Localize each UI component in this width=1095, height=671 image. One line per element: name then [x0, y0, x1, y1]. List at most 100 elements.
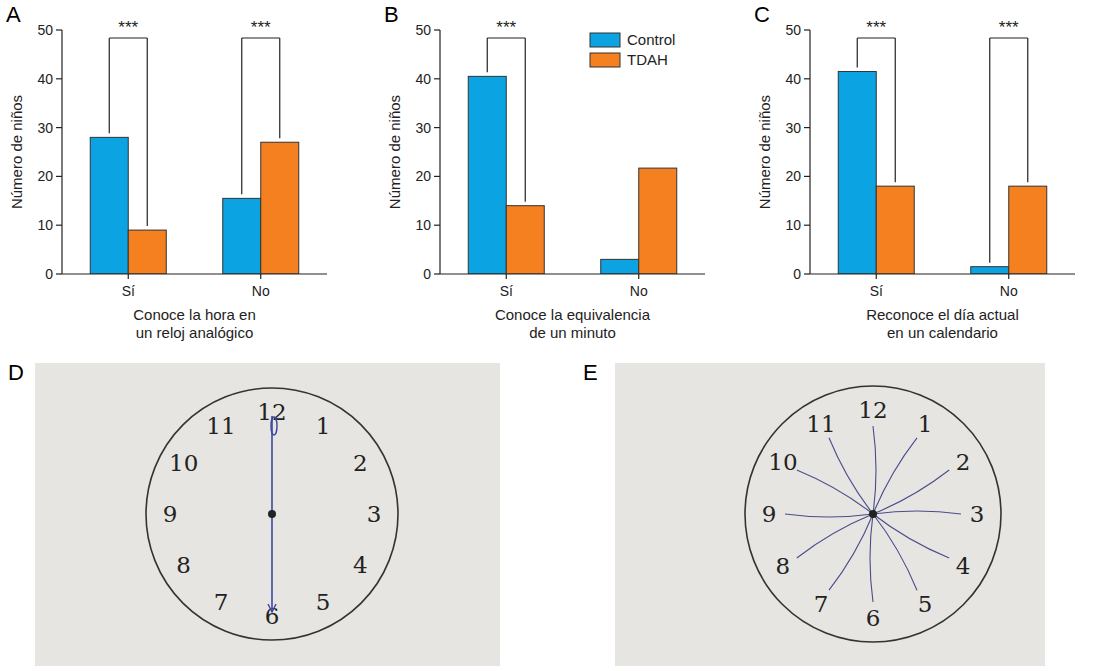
y-tick — [804, 273, 810, 274]
bracket-leg — [487, 38, 488, 72]
y-tick-label: 30 — [785, 120, 801, 136]
clock-line — [829, 514, 873, 590]
clock-line — [797, 470, 873, 514]
bracket — [990, 37, 1028, 38]
clock-face — [745, 386, 1001, 642]
y-tick-label: 30 — [37, 120, 53, 136]
clock-number: 8 — [176, 552, 191, 578]
legend-swatch — [590, 53, 620, 67]
clock-number: 5 — [316, 589, 331, 615]
x-axis-title-line: Conoce la hora en — [133, 306, 256, 323]
y-tick-label: 30 — [415, 120, 431, 136]
y-tick-label: 50 — [37, 22, 53, 38]
panel-letter: D — [8, 360, 24, 385]
y-tick — [804, 78, 810, 79]
x-tick-label: No — [252, 283, 270, 299]
y-tick-label: 50 — [785, 22, 801, 38]
bar-chart: 01020304050SíNoConoce la hora enun reloj… — [8, 18, 327, 341]
bracket-leg — [1027, 38, 1028, 182]
photo-paper — [615, 363, 1045, 666]
clock-drawing: 121234567891011 — [615, 363, 1045, 666]
clock-number: 6 — [866, 605, 881, 631]
clock-line — [873, 511, 961, 514]
significance: *** — [496, 18, 516, 37]
bar — [601, 259, 639, 274]
y-tick-label: 0 — [793, 266, 801, 282]
y-tick — [434, 273, 440, 274]
y-tick — [56, 127, 62, 128]
bracket-leg — [525, 38, 526, 202]
x-tick-label: No — [1000, 283, 1018, 299]
clock-number: 10 — [768, 449, 797, 475]
y-tick — [434, 29, 440, 30]
y-tick-label: 20 — [785, 168, 801, 184]
bracket-leg — [147, 38, 148, 226]
clock-number: 1 — [316, 413, 331, 439]
clock-drawing: 121234567891011 — [35, 363, 500, 666]
clock-number: 4 — [353, 552, 368, 578]
clock-number: 9 — [163, 501, 178, 527]
clock-number: 1 — [918, 411, 933, 437]
clock-line — [873, 438, 917, 514]
clock-number: 12 — [858, 397, 887, 423]
y-axis — [809, 30, 810, 274]
clock-center — [268, 510, 276, 518]
clock-number: 2 — [353, 450, 368, 476]
bracket-leg — [857, 38, 858, 67]
bars — [838, 71, 1047, 274]
significance: *** — [118, 18, 138, 37]
clock-number: 7 — [814, 591, 829, 617]
y-tick — [434, 78, 440, 79]
x-tick — [1008, 274, 1009, 279]
x-axis-title-line: en un calendario — [887, 324, 998, 341]
bracket-leg — [241, 38, 242, 194]
legend: ControlTDAH — [590, 31, 675, 68]
clock-line — [797, 514, 873, 558]
y-tick-label: 0 — [423, 266, 431, 282]
clock-number: 3 — [970, 501, 985, 527]
x-tick — [638, 274, 639, 279]
clock-hand-tip — [271, 417, 277, 435]
y-axis-title: Número de niños — [756, 95, 773, 209]
clock-line — [829, 438, 873, 514]
significance: *** — [251, 18, 271, 37]
bar — [261, 142, 299, 274]
y-tick-label: 0 — [45, 266, 53, 282]
x-tick — [260, 274, 261, 279]
clock-number: 8 — [776, 553, 791, 579]
significance: *** — [866, 18, 886, 37]
x-axis — [62, 273, 327, 274]
y-tick — [56, 273, 62, 274]
y-tick-label: 10 — [37, 217, 53, 233]
bar — [1009, 186, 1047, 274]
bar — [876, 186, 914, 274]
x-tick-label: No — [630, 283, 648, 299]
x-axis-title: Conoce la equivalenciade un minuto — [495, 306, 651, 341]
y-tick-label: 40 — [37, 71, 53, 87]
photo-paper — [35, 363, 500, 666]
bar — [971, 267, 1009, 274]
y-tick — [56, 176, 62, 177]
legend-label: Control — [627, 31, 675, 48]
bracket-leg — [895, 38, 896, 182]
clock-number: 7 — [214, 589, 229, 615]
x-axis — [440, 273, 705, 274]
y-tick-label: 40 — [785, 71, 801, 87]
bar — [468, 76, 506, 274]
y-tick — [804, 176, 810, 177]
x-tick — [128, 274, 129, 279]
clock-center — [869, 510, 877, 518]
bar — [90, 137, 128, 274]
y-tick — [804, 127, 810, 128]
y-tick — [434, 176, 440, 177]
y-tick-label: 10 — [785, 217, 801, 233]
clock-number: 11 — [806, 411, 835, 437]
figure: ABCDE01020304050SíNoConoce la hora enun … — [0, 0, 1095, 671]
x-tick — [876, 274, 877, 279]
bars — [468, 76, 677, 274]
x-axis-title: Conoce la hora enun reloj analógico — [133, 306, 256, 341]
x-axis — [810, 273, 1075, 274]
clock-line — [873, 426, 876, 514]
y-tick — [804, 29, 810, 30]
y-tick-label: 40 — [415, 71, 431, 87]
